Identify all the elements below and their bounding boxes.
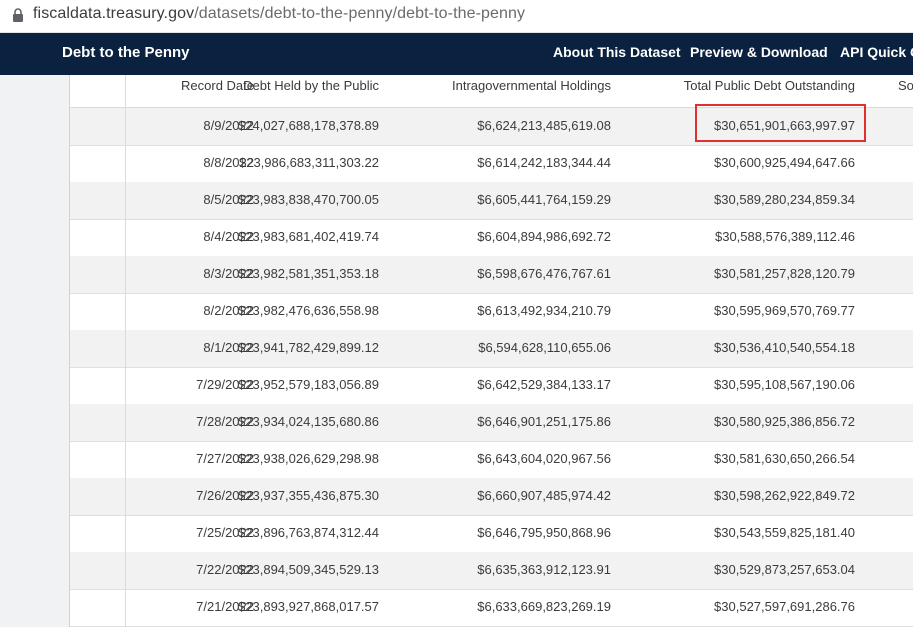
- column-header-record-date[interactable]: Record Date: [181, 78, 254, 93]
- cell-total-public-debt: $30,595,108,567,190.06: [714, 377, 855, 392]
- cell-intragovernmental-holdings: $6,613,492,934,210.79: [477, 303, 611, 318]
- cell-record-date: 7/29/2022: [196, 377, 254, 392]
- table-row: 8/9/2022 $24,027,688,178,378.89 $6,624,213…: [70, 108, 913, 146]
- cell-debt-held-by-public: $23,952,579,183,056.89: [238, 377, 379, 392]
- table-row: 7/27/2022 $23,938,026,629,298.98 $6,643,60…: [70, 441, 913, 479]
- cell-total-public-debt: $30,600,925,494,647.66: [714, 155, 855, 170]
- column-header-total-public-debt[interactable]: Total Public Debt Outstanding: [683, 78, 855, 93]
- cell-total-public-debt: $30,581,630,650,266.54: [714, 451, 855, 466]
- table-row: 8/3/2022 $23,982,581,351,353.18 $6,598,676…: [70, 256, 913, 294]
- cell-record-date: 8/4/2022: [203, 229, 254, 244]
- cell-debt-held-by-public: $23,893,927,868,017.57: [238, 599, 379, 614]
- browser-url-bar[interactable]: fiscaldata.treasury.gov/datasets/debt-to…: [0, 0, 913, 33]
- url-text[interactable]: fiscaldata.treasury.gov/datasets/debt-to…: [33, 5, 525, 23]
- cell-intragovernmental-holdings: $6,646,795,950,868.96: [477, 525, 611, 540]
- nav-preview-download[interactable]: Preview & Download: [690, 44, 828, 60]
- cell-debt-held-by-public: $23,934,024,135,680.86: [238, 414, 379, 429]
- cell-debt-held-by-public: $23,941,782,429,899.12: [238, 340, 379, 355]
- cell-debt-held-by-public: $23,983,838,470,700.05: [238, 192, 379, 207]
- cell-record-date: 8/5/2022: [203, 192, 254, 207]
- cell-debt-held-by-public: $23,894,509,345,529.13: [238, 562, 379, 577]
- dataset-title: Debt to the Penny: [62, 44, 190, 61]
- table-row: 7/22/2022 $23,894,509,345,529.13 $6,635,36…: [70, 552, 913, 590]
- cell-intragovernmental-holdings: $6,642,529,384,133.17: [477, 377, 611, 392]
- cell-record-date: 7/28/2022: [196, 414, 254, 429]
- cell-record-date: 7/22/2022: [196, 562, 254, 577]
- cell-total-public-debt: $30,598,262,922,849.72: [714, 488, 855, 503]
- url-host: fiscaldata.treasury.gov: [33, 5, 195, 22]
- cell-intragovernmental-holdings: $6,624,213,485,619.08: [477, 118, 611, 133]
- table-row: 7/25/2022 $23,896,763,874,312.44 $6,646,79…: [70, 515, 913, 553]
- content-area: Record Date Debt Held by the Public Intr…: [0, 75, 913, 627]
- data-table[interactable]: Record Date Debt Held by the Public Intr…: [69, 75, 913, 627]
- table-row: 8/4/2022 $23,983,681,402,419.74 $6,604,894…: [70, 219, 913, 257]
- cell-total-public-debt: $30,529,873,257,653.04: [714, 562, 855, 577]
- cell-record-date: 8/3/2022: [203, 266, 254, 281]
- cell-debt-held-by-public: $23,982,581,351,353.18: [238, 266, 379, 281]
- table-row: 7/28/2022 $23,934,024,135,680.86 $6,646,90…: [70, 404, 913, 442]
- table-row: 8/2/2022 $23,982,476,636,558.98 $6,613,492…: [70, 293, 913, 331]
- table-row: 7/26/2022 $23,937,355,436,875.30 $6,660,90…: [70, 478, 913, 516]
- cell-debt-held-by-public: $23,982,476,636,558.98: [238, 303, 379, 318]
- cell-total-public-debt: $30,527,597,691,286.76: [714, 599, 855, 614]
- cell-debt-held-by-public: $23,937,355,436,875.30: [238, 488, 379, 503]
- table-row: 7/21/2022 $23,893,927,868,017.57 $6,633,66…: [70, 589, 913, 627]
- table-header: Record Date Debt Held by the Public Intr…: [70, 75, 913, 108]
- column-header-intragovernmental-holdings[interactable]: Intragovernmental Holdings: [452, 78, 611, 93]
- cell-total-public-debt: $30,543,559,825,181.40: [714, 525, 855, 540]
- cell-intragovernmental-holdings: $6,605,441,764,159.29: [477, 192, 611, 207]
- column-header-source[interactable]: So: [898, 78, 913, 93]
- cell-total-public-debt: $30,580,925,386,856.72: [714, 414, 855, 429]
- cell-intragovernmental-holdings: $6,614,242,183,344.44: [477, 155, 611, 170]
- cell-record-date: 8/8/2022: [203, 155, 254, 170]
- site-header: Debt to the Penny About This Dataset Pre…: [0, 33, 913, 75]
- cell-intragovernmental-holdings: $6,635,363,912,123.91: [477, 562, 611, 577]
- cell-debt-held-by-public: $23,938,026,629,298.98: [238, 451, 379, 466]
- table-row: 7/29/2022 $23,952,579,183,056.89 $6,642,52…: [70, 367, 913, 405]
- cell-intragovernmental-holdings: $6,598,676,476,767.61: [477, 266, 611, 281]
- cell-total-public-debt: $30,651,901,663,997.97: [714, 118, 855, 133]
- nav-api-quick-guide[interactable]: API Quick Gu: [840, 44, 913, 60]
- cell-record-date: 7/26/2022: [196, 488, 254, 503]
- nav-about-dataset[interactable]: About This Dataset: [553, 44, 681, 60]
- table-column-divider: [125, 75, 126, 627]
- cell-intragovernmental-holdings: $6,646,901,251,175.86: [477, 414, 611, 429]
- cell-debt-held-by-public: $23,983,681,402,419.74: [238, 229, 379, 244]
- cell-record-date: 8/9/2022: [203, 118, 254, 133]
- cell-intragovernmental-holdings: $6,604,894,986,692.72: [477, 229, 611, 244]
- cell-total-public-debt: $30,581,257,828,120.79: [714, 266, 855, 281]
- table-row: 8/5/2022 $23,983,838,470,700.05 $6,605,441…: [70, 182, 913, 220]
- cell-debt-held-by-public: $23,986,683,311,303.22: [238, 155, 379, 170]
- cell-debt-held-by-public: $24,027,688,178,378.89: [238, 118, 379, 133]
- cell-debt-held-by-public: $23,896,763,874,312.44: [238, 525, 379, 540]
- cell-total-public-debt: $30,536,410,540,554.18: [714, 340, 855, 355]
- cell-intragovernmental-holdings: $6,594,628,110,655.06: [478, 340, 611, 355]
- cell-record-date: 7/25/2022: [196, 525, 254, 540]
- lock-icon: [13, 8, 23, 22]
- url-path: /datasets/debt-to-the-penny/debt-to-the-…: [194, 5, 526, 22]
- cell-intragovernmental-holdings: $6,660,907,485,974.42: [477, 488, 611, 503]
- column-header-debt-held-by-public[interactable]: Debt Held by the Public: [243, 78, 379, 93]
- table-row: 8/8/2022 $23,986,683,311,303.22 $6,614,242…: [70, 145, 913, 183]
- cell-record-date: 8/1/2022: [203, 340, 254, 355]
- cell-total-public-debt: $30,589,280,234,859.34: [714, 192, 855, 207]
- cell-record-date: 7/21/2022: [196, 599, 254, 614]
- cell-total-public-debt: $30,588,576,389,112.46: [714, 229, 855, 244]
- cell-record-date: 8/2/2022: [203, 303, 254, 318]
- cell-intragovernmental-holdings: $6,643,604,020,967.56: [477, 451, 611, 466]
- cell-record-date: 7/27/2022: [196, 451, 254, 466]
- table-row: 8/1/2022 $23,941,782,429,899.12 $6,594,628…: [70, 330, 913, 368]
- cell-total-public-debt: $30,595,969,570,769.77: [714, 303, 855, 318]
- cell-intragovernmental-holdings: $6,633,669,823,269.19: [477, 599, 611, 614]
